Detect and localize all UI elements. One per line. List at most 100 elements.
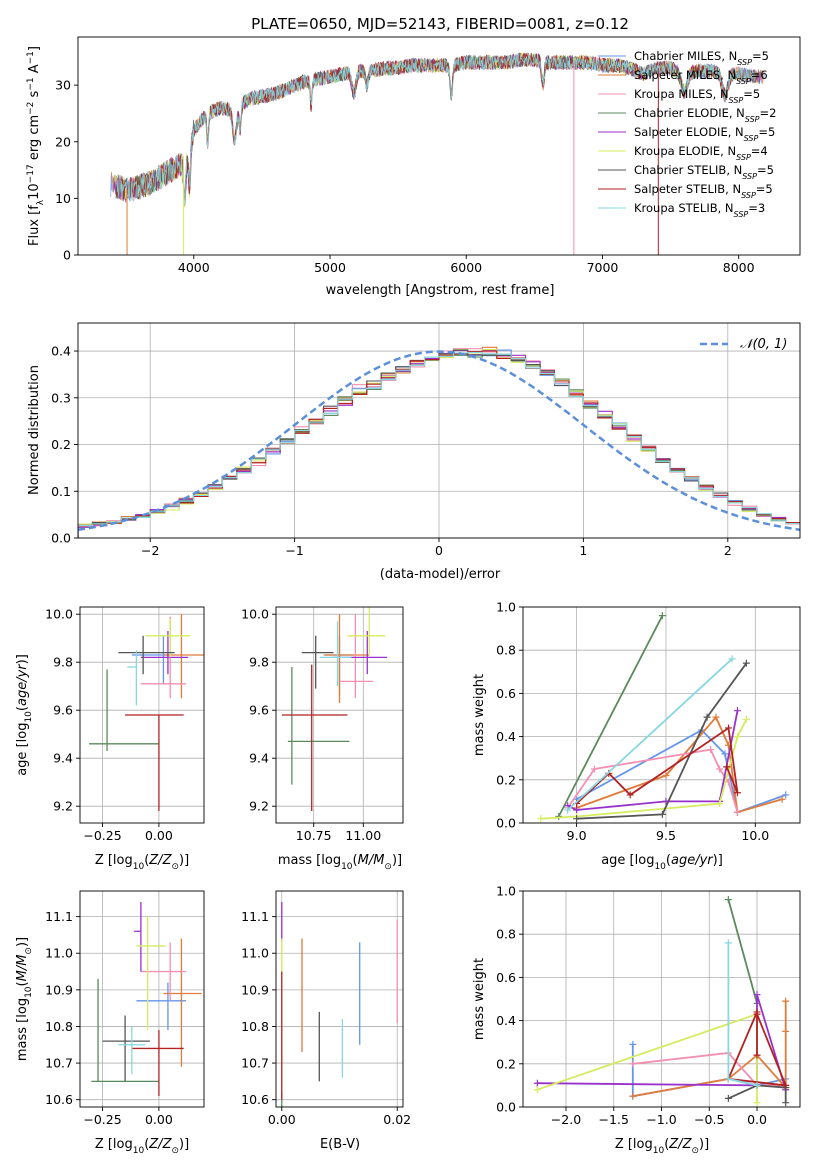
axis-label-part: Z [log: [95, 1137, 133, 1152]
axis-label-part: (: [664, 1137, 669, 1152]
axis-label-part: A: [27, 64, 42, 77]
plot-area: [533, 896, 790, 1107]
chart-residual-histogram: −2 −1 0 1 2 0.0 0.1 0.2 0.3 0.4 𝒩(0, 1) (data-model…: [27, 322, 801, 582]
weight-marker: [533, 1086, 541, 1094]
axis-label-part: mass [log: [15, 998, 30, 1061]
axis-label-part: age [log: [601, 853, 654, 868]
legend-label-main: Kroupa MILES, N: [634, 87, 729, 101]
chart-weight-vs-z: −2.0 −1.5 −1.0 −0.5 0.0 0.0 0.2 0.4 0.6 0.8 1.0 Z […: [472, 884, 801, 1156]
weight-series-line: [727, 899, 758, 1004]
weight-series-line: [567, 710, 739, 811]
weight-series-line: [557, 615, 664, 817]
y-tick-label: 0.2: [51, 437, 71, 452]
legend-label-sub: SSP: [741, 191, 756, 200]
x-tick-label: 10.0: [741, 828, 769, 843]
x-axis-label: Z [log10(Z/Z⊙)]: [95, 853, 189, 872]
y-tick-label: 10.7: [241, 1056, 269, 1071]
axis-label-part: 10: [341, 862, 353, 872]
axis-label-part: −2: [26, 102, 36, 115]
weight-marker: [626, 791, 634, 799]
legend-entry: Chabrier STELIB, NSSP=5: [634, 163, 774, 181]
legend-label-sub: SSP: [729, 96, 744, 105]
y-tick-label: 0.4: [496, 1013, 516, 1028]
axis-label-part: (: [666, 853, 671, 868]
x-tick-label: −0.25: [83, 1112, 121, 1127]
y-tick-label: 10.0: [241, 607, 269, 622]
plot-area: [537, 612, 790, 823]
y-tick-label: 11.1: [241, 909, 269, 924]
weight-marker: [753, 1081, 761, 1089]
axis-label-part: age [log: [15, 723, 30, 776]
x-axis-label: (data-model)/error: [380, 567, 501, 582]
weight-marker: [564, 806, 572, 814]
axes-frame: [79, 890, 205, 1108]
x-tick-label: 0: [435, 543, 443, 558]
axes-frame: [79, 606, 205, 824]
y-tick-label: 0.0: [496, 816, 516, 831]
legend-label-tail: =5: [756, 182, 773, 196]
legend-label-main: Salpeter STELIB, N: [634, 182, 741, 196]
x-tick-label: −1: [285, 543, 303, 558]
legend-label-tail: =3: [748, 201, 765, 215]
weight-marker: [753, 1008, 761, 1016]
histogram-series-step: [78, 351, 800, 538]
y-tick-label: 10.6: [45, 1092, 73, 1107]
weight-marker: [782, 1081, 790, 1089]
axis-label-part: )]: [15, 937, 30, 947]
spectrum-series-line: [116, 52, 757, 206]
plot-area: [89, 614, 204, 811]
weight-marker: [725, 724, 733, 732]
weight-marker: [537, 815, 545, 823]
axes-frame: [522, 606, 801, 824]
axis-label-part: )]: [15, 654, 30, 664]
axis-label-part: Z [log: [615, 1137, 653, 1152]
axis-label-part: Z/Z: [148, 1137, 172, 1152]
y-tick-label: 10.8: [241, 1019, 269, 1034]
weight-marker: [629, 1092, 637, 1100]
y-tick-label: 9.8: [53, 655, 73, 670]
y-tick-label: 10.6: [241, 1092, 269, 1107]
legend-entry: 𝒩(0, 1): [740, 337, 787, 352]
axis-label-part: 10: [24, 986, 34, 998]
weight-marker: [782, 791, 790, 799]
axis-label-part: )]: [179, 1137, 189, 1152]
axis-label-part: 10: [133, 1146, 145, 1156]
y-tick-label: 9.4: [249, 751, 269, 766]
weight-marker: [533, 1079, 541, 1087]
plot-area: [91, 901, 202, 1097]
axis-label-part: 10: [133, 862, 145, 872]
weight-marker: [658, 612, 666, 620]
y-tick-label: 0.3: [51, 390, 71, 405]
x-tick-label: 5000: [314, 260, 346, 275]
y-tick-label: 9.8: [249, 655, 269, 670]
x-tick-label: 11.00: [345, 828, 381, 843]
weight-series-line: [567, 658, 733, 811]
legend-label-main: Chabrier MILES, N: [634, 49, 737, 63]
y-tick-label: 9.2: [249, 799, 269, 814]
axes-frame: [77, 36, 801, 256]
weight-marker: [629, 1060, 637, 1068]
x-tick-label: 8000: [723, 260, 755, 275]
x-tick-label: 2: [724, 543, 732, 558]
y-axis-label: age [log10(age/yr)]: [15, 654, 34, 776]
y-tick-label: 10.8: [45, 1019, 73, 1034]
legend-entry: Salpeter STELIB, NSSP=5: [634, 182, 773, 200]
axis-label-part: mass weight: [472, 958, 487, 1040]
axis-label-part: mass [log: [278, 853, 341, 868]
y-tick-label: 9.6: [249, 703, 269, 718]
y-tick-label: 11.0: [241, 946, 269, 961]
y-tick-label: 0: [63, 248, 71, 263]
chart-weight-vs-age: 9.0 9.5 10.0 0.0 0.2 0.4 0.6 0.8 1.0 age [log10(a…: [472, 600, 801, 872]
axis-label-part: )]: [179, 853, 189, 868]
axis-label-part: Z/Z: [148, 853, 172, 868]
y-tick-label: 11.0: [45, 946, 73, 961]
weight-marker: [721, 750, 729, 758]
x-tick-label: 1: [579, 543, 587, 558]
weight-series-line: [728, 1084, 787, 1103]
legend-label-tail: =4: [751, 144, 768, 158]
y-axis-label: mass weight: [472, 674, 487, 756]
legend-label-main: Kroupa ELODIE, N: [634, 144, 736, 158]
x-axis-label: age [log10(age/yr)]: [601, 853, 723, 872]
